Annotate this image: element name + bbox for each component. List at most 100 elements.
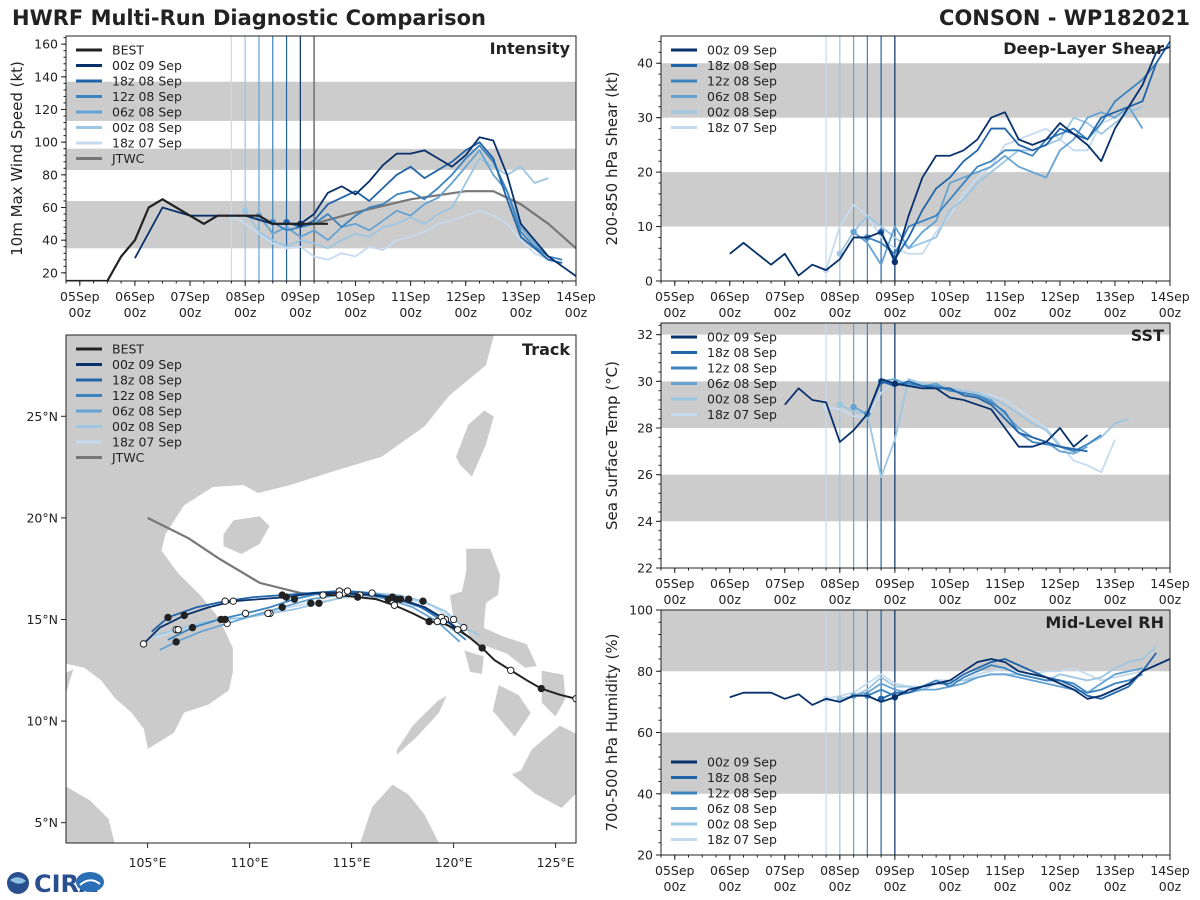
land-polygon [66,335,495,751]
track-xtick-label: 110°E [231,855,269,870]
track-point [460,623,468,632]
rh-plot-area [661,610,1170,855]
track-ytick-label: 5°N [34,815,58,830]
track-point [433,617,441,626]
intensity-xtick-hour: 00z [399,305,422,320]
rh-xtick-date: 06Sep [710,863,750,878]
shear-legend-label: 18z 08 Sep [707,58,777,73]
track-legend-label: 12z 08 Sep [112,388,182,403]
intensity-title: Intensity [490,39,571,58]
rh-init-point [891,694,899,701]
sst-band [661,381,1170,428]
sst-ytick-label: 26 [637,467,653,482]
track-xtick-label: 120°E [435,855,473,870]
sst-ytick-label: 24 [637,514,653,529]
shear-frame [660,35,1171,282]
intensity-best-series [66,198,328,281]
intensity-xtick-hour: 00z [179,305,202,320]
intensity-ytick-label: 80 [42,167,58,182]
sst-xtick-hour: 00z [774,592,797,607]
track-legend-label: 06z 08 Sep [112,404,182,419]
intensity-xtick-date: 12Sep [446,289,486,304]
sst-xtick-hour: 00z [939,592,962,607]
track-point [221,615,229,624]
storm-id-title: CONSON - WP182021 [939,6,1190,30]
rh-xtick-hour: 00z [719,879,742,894]
rh-legend-label: 18z 08 Sep [707,770,777,785]
sst-init-point [850,403,857,411]
rh-band [661,610,1170,672]
intensity-series-line [286,141,563,264]
rh-legend-label: 12z 08 Sep [707,786,777,801]
shear-legend-label: 00z 09 Sep [707,43,777,58]
intensity-xtick-date: 13Sep [501,289,541,304]
shear-xtick-hour: 00z [939,305,962,320]
intensity-xtick-date: 14Sep [556,289,596,304]
track-xtick-label: 105°E [129,855,167,870]
rh-title: Mid-Level RH [1045,613,1164,632]
track-point [449,615,458,624]
intensity-legend-label: 18z 08 Sep [112,74,182,89]
land-polygon [455,409,495,478]
track-point [368,589,376,597]
intensity-xtick-hour: 00z [69,305,92,320]
shear-init-point [850,228,857,236]
track-legend-label: 18z 08 Sep [112,373,182,388]
rh-xtick-date: 05Sep [655,863,695,878]
shear-legend-label: 00z 08 Sep [707,105,777,120]
sst-xtick-date: 08Sep [820,576,860,591]
intensity-xtick-hour: 00z [454,305,477,320]
track-point [164,613,172,622]
rh-ytick-label: 100 [629,603,653,618]
track-legend-label: 00z 09 Sep [112,357,182,372]
rh-xtick-hour: 00z [664,879,687,894]
intensity-xtick-date: 07Sep [170,289,210,304]
shear-xtick-hour: 00z [829,305,852,320]
sst-legend-label: 18z 07 Sep [707,407,777,422]
intensity-ytick-label: 120 [34,102,58,117]
intensity-ylabel: 10m Max Wind Speed (kt) [8,61,26,256]
intensity-xtick-date: 08Sep [225,289,265,304]
intensity-ytick-label: 20 [42,265,58,280]
shear-xtick-hour: 00z [774,305,797,320]
intensity-plot-area [66,36,576,281]
sst-ytick-label: 30 [637,374,653,389]
track-title: Track [522,340,570,359]
sst-panel: 22242628303205Sep00z06Sep00z07Sep00z08Se… [603,322,1190,607]
rh-ytick-label: 40 [637,786,653,801]
intensity-legend-label: BEST [112,43,144,58]
sst-title: SST [1131,326,1164,345]
shear-xtick-date: 09Sep [875,289,915,304]
sst-ytick-label: 28 [637,421,653,436]
track-legend-label: 00z 08 Sep [112,419,182,434]
track-panel: 105°E 110°E 115°E 120°E 125°E 5°N 10°N 15°N 20°N… [26,334,577,870]
sst-legend-label: 00z 08 Sep [707,392,777,407]
intensity-ytick-label: 100 [34,135,58,150]
shear-ytick-label: 30 [637,110,653,125]
intensity-ytick-label: 140 [34,69,58,84]
sst-xtick-hour: 00z [994,592,1017,607]
intensity-xtick-hour: 00z [289,305,312,320]
intensity-series-line [230,209,549,261]
shear-panel: 01020304005Sep00z06Sep00z07Sep00z08Sep00… [603,35,1190,320]
rh-xtick-hour: 00z [939,879,962,894]
land-polygon [222,515,271,555]
intensity-series-line [258,149,550,258]
sst-plot-area [661,323,1170,568]
shear-plot-area [661,36,1170,281]
rh-xtick-date: 13Sep [1095,863,1135,878]
track-point [172,638,180,646]
shear-title: Deep-Layer Shear [1003,39,1164,58]
intensity-xtick-date: 06Sep [115,289,155,304]
sst-frame [660,322,1171,569]
shear-ylabel: 200-850 hPa Shear (kt) [603,72,621,246]
track-point [264,609,272,618]
rh-xtick-hour: 00z [1049,879,1072,894]
track-legend-label: 18z 07 Sep [112,435,182,450]
track-legend-label: JTWC [111,450,145,465]
intensity-legend-label: 00z 08 Sep [112,120,182,135]
shear-series-line [880,40,1170,261]
shear-xtick-date: 10Sep [930,289,970,304]
sst-series-line [784,378,1089,448]
